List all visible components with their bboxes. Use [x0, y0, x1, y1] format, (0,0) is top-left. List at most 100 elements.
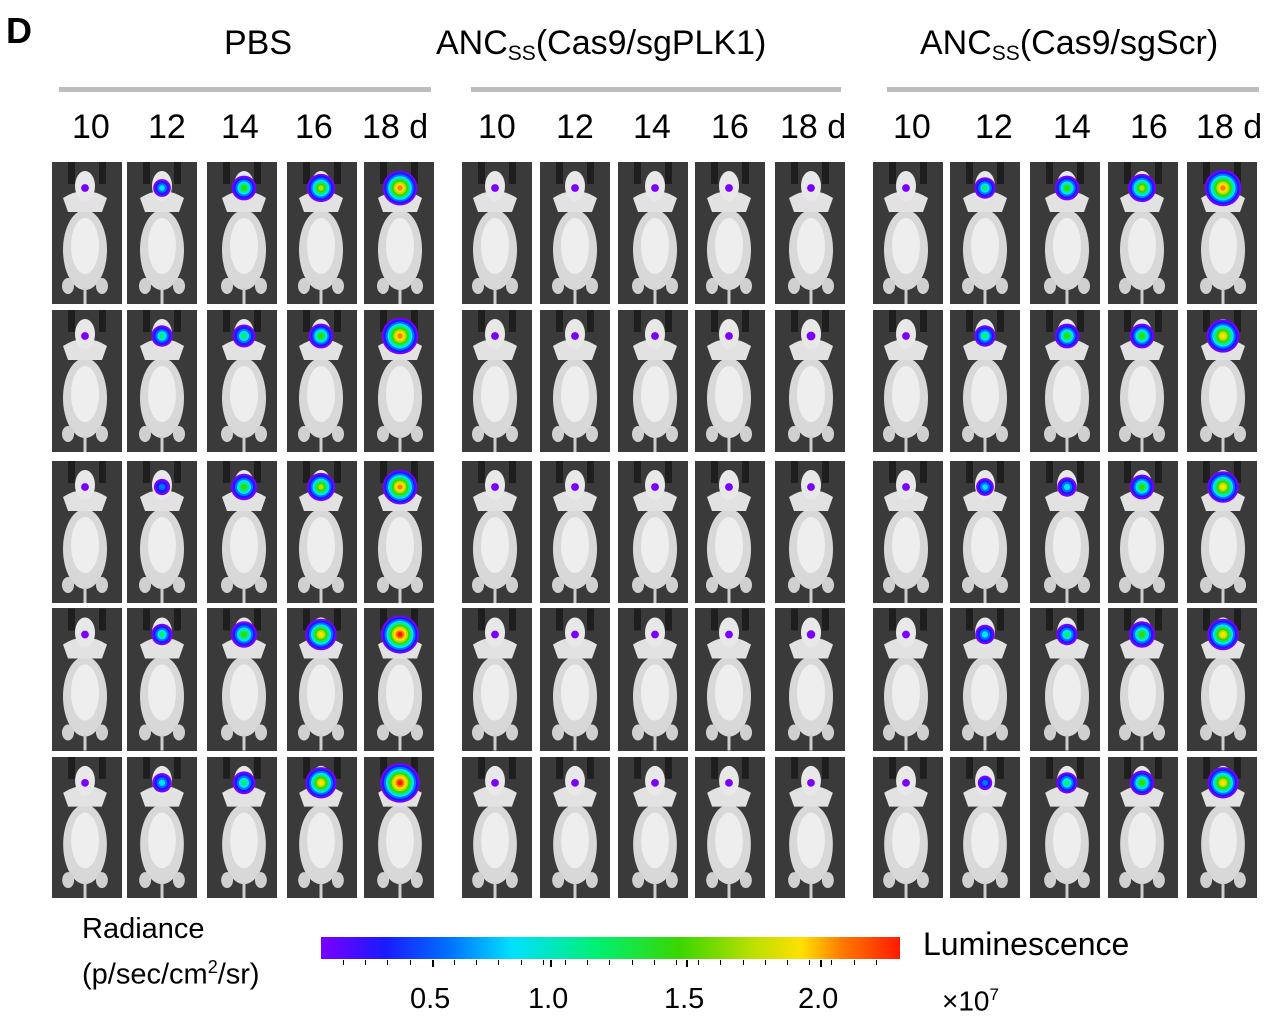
colorbar-title: Radiance (p/sec/cm2/sr) [82, 910, 260, 994]
mouse-image [775, 162, 845, 304]
colorbar-tick-label: 2.0 [798, 983, 839, 1015]
mouse-image [873, 608, 943, 751]
mouse-image [52, 608, 122, 751]
mouse-image [618, 310, 688, 452]
mouse-image [1030, 461, 1100, 603]
mouse-image [950, 310, 1020, 452]
mouse-image [462, 757, 532, 898]
mouse-image [873, 310, 943, 452]
mouse-image [540, 757, 610, 898]
day-label: 14 [221, 108, 259, 146]
colorbar-major-tick [432, 960, 434, 967]
mouse-image [1030, 757, 1100, 898]
mouse-image [1187, 461, 1257, 603]
colorbar-tick-label: 1.0 [528, 983, 569, 1015]
mouse-image [1108, 162, 1178, 304]
mouse-image [207, 162, 277, 304]
mouse-image [364, 162, 434, 304]
mouse-image [695, 461, 765, 603]
colorbar-exponent: ×107 [942, 985, 999, 1017]
day-label: 14 [1053, 108, 1091, 146]
mouse-image [540, 608, 610, 751]
mouse-image [462, 461, 532, 603]
colorbar-title-line1: Radiance [82, 913, 205, 945]
colorbar-minor-tick [698, 960, 700, 965]
mouse-image [364, 461, 434, 603]
group-title-sgscr: ANCSS(Cas9/sgScr) [920, 24, 1219, 65]
day-label: 10 [478, 108, 516, 146]
day-label: 12 [556, 108, 594, 146]
mouse-image [618, 162, 688, 304]
mouse-image [1187, 162, 1257, 304]
mouse-image [462, 162, 532, 304]
colorbar-minor-tick [831, 960, 833, 965]
colorbar-minor-tick [343, 960, 344, 965]
day-label: 10 [893, 108, 931, 146]
day-label: 10 [72, 108, 110, 146]
group-divider-sgplk1 [471, 87, 841, 92]
group-divider-sgscr [887, 87, 1259, 92]
day-label: 16 [295, 108, 333, 146]
mouse-image [1108, 461, 1178, 603]
colorbar-minor-tick [520, 960, 522, 965]
mouse-image [1187, 608, 1257, 751]
colorbar-tick-label: 0.5 [410, 983, 451, 1015]
colorbar-minor-tick [387, 960, 389, 965]
mouse-image [1108, 310, 1178, 452]
colorbar-minor-tick [853, 960, 855, 965]
mouse-image [618, 461, 688, 603]
mouse-image [1030, 310, 1100, 452]
mouse-image [1108, 608, 1178, 751]
mouse-image [207, 461, 277, 603]
colorbar-minor-tick [365, 960, 367, 965]
colorbar-minor-tick [653, 960, 655, 965]
day-label: 16 [1130, 108, 1168, 146]
mouse-image [364, 608, 434, 751]
mouse-image [695, 608, 765, 751]
day-label: 14 [633, 108, 671, 146]
day-label: 16 [711, 108, 749, 146]
colorbar-major-tick [550, 960, 552, 967]
group-title-pbs: PBS [224, 24, 293, 62]
mouse-image [775, 461, 845, 603]
colorbar-major-tick [686, 960, 688, 967]
mouse-image [52, 461, 122, 603]
mouse-image [1030, 162, 1100, 304]
mouse-image [287, 608, 357, 751]
day-label: 18 d [362, 108, 429, 146]
mouse-image [618, 757, 688, 898]
colorbar-tick-label: 1.5 [664, 983, 705, 1015]
mouse-image [950, 162, 1020, 304]
colorbar-minor-tick [764, 960, 766, 965]
mouse-image [695, 162, 765, 304]
mouse-image [540, 310, 610, 452]
group-divider-pbs [59, 87, 431, 92]
mouse-image [364, 757, 434, 898]
colorbar-minor-tick [787, 960, 788, 965]
mouse-image [127, 461, 197, 603]
colorbar-minor-tick [409, 960, 411, 965]
mouse-image [540, 162, 610, 304]
mouse-image [775, 310, 845, 452]
mouse-image [775, 757, 845, 898]
colorbar-minor-tick [476, 960, 478, 965]
mouse-image [873, 757, 943, 898]
mouse-image [873, 461, 943, 603]
day-label: 12 [975, 108, 1013, 146]
colorbar-minor-tick [565, 960, 566, 965]
colorbar-minor-tick [875, 960, 877, 965]
colorbar-minor-tick [742, 960, 744, 965]
colorbar-title-line2: (p/sec/cm2/sr) [82, 957, 260, 991]
colorbar-minor-tick [498, 960, 500, 965]
colorbar [321, 937, 900, 959]
mouse-image [207, 757, 277, 898]
panel-label: D [6, 10, 32, 51]
colorbar-minor-tick [542, 960, 544, 965]
colorbar-minor-tick [609, 960, 611, 965]
mouse-image [775, 608, 845, 751]
mouse-image [52, 757, 122, 898]
mouse-image [287, 757, 357, 898]
colorbar-minor-tick [720, 960, 722, 965]
colorbar-minor-tick [587, 960, 589, 965]
mouse-image [207, 608, 277, 751]
